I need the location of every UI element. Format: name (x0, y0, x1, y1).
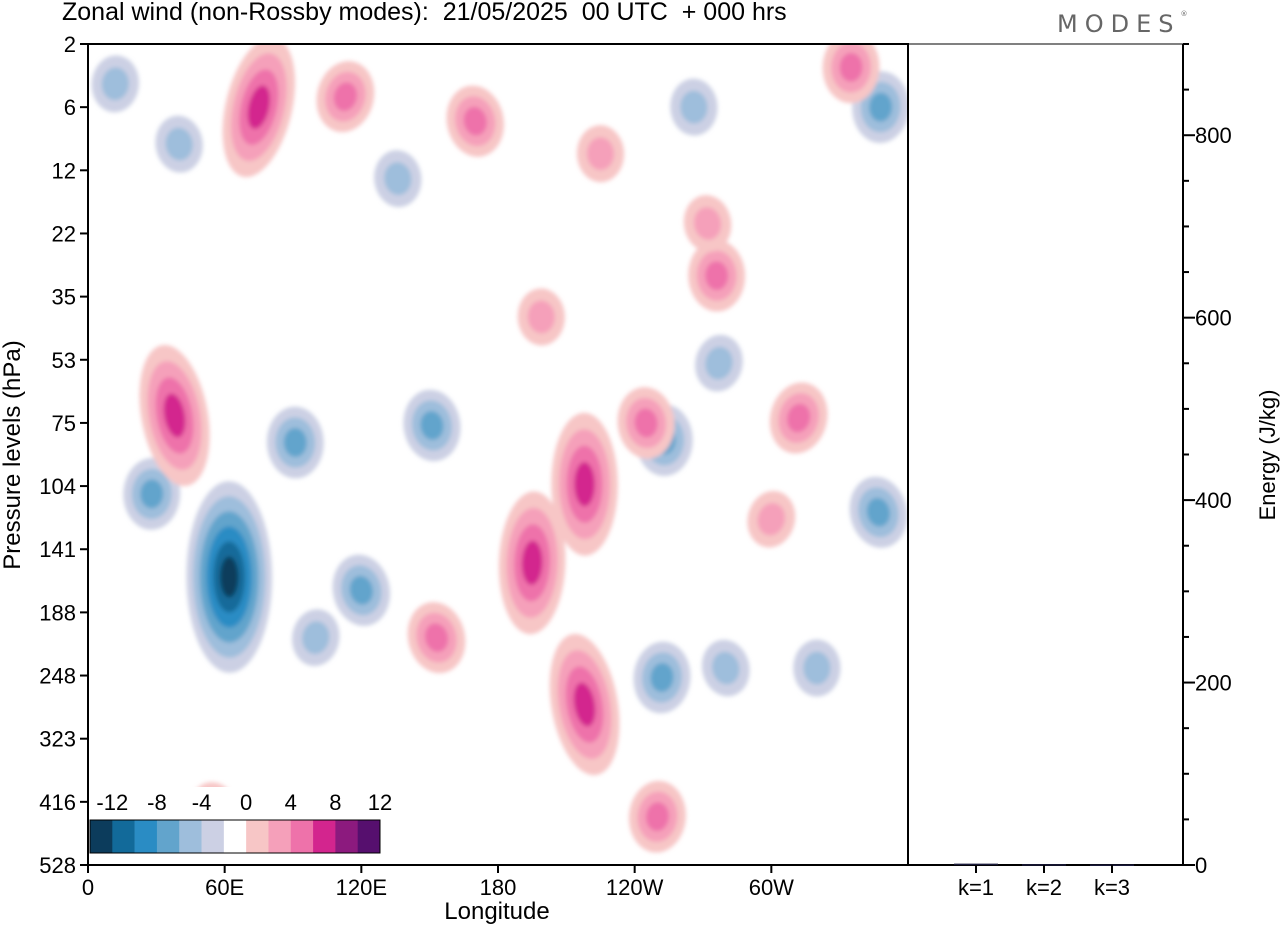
x-tick-label: 60W (749, 875, 794, 900)
positive-contour (586, 137, 615, 171)
colorbar-swatch (335, 820, 358, 853)
y-tick-label: 53 (52, 348, 76, 373)
positive-contour (521, 540, 543, 585)
y-tick-label: 323 (39, 727, 76, 752)
positive-contour (463, 106, 487, 136)
colorbar-swatch (179, 820, 202, 853)
energy-bar (1022, 864, 1066, 866)
colorbar: -12 -8 -4 0 4 8 12 (88, 787, 392, 865)
chart-title: Zonal wind (non-Rossby modes): 21/05/202… (62, 0, 787, 26)
y-tick-label: 22 (52, 221, 76, 246)
registered-mark: ® (1180, 10, 1188, 18)
energy-bar (954, 863, 998, 866)
bar-category-label: k=1 (958, 875, 994, 900)
negative-contour (283, 428, 307, 457)
plot-frame (87, 43, 909, 866)
colorbar-frame (89, 819, 381, 854)
y-tick-label: 528 (39, 853, 76, 878)
positive-contour (163, 393, 186, 438)
colorbar-label: 12 (368, 790, 392, 815)
positive-contour (787, 403, 811, 433)
negative-contour (349, 575, 373, 605)
positive-contour (839, 52, 863, 82)
energy-tick-label: 600 (1195, 306, 1232, 331)
positive-contour (634, 408, 658, 438)
negative-contour (680, 90, 708, 124)
colorbar-swatch (223, 820, 247, 853)
bar-category-label: k=2 (1026, 875, 1062, 900)
colorbar-swatch (201, 820, 225, 853)
colorbar-swatch (268, 820, 292, 853)
y-tick-label: 2 (64, 32, 76, 57)
negative-contour (101, 67, 129, 101)
energy-bars: k=1 k=2 k=3 (954, 863, 1134, 900)
x-tick-label: 120E (336, 875, 387, 900)
colorbar-swatch (112, 820, 135, 853)
modes-logo: MODES® (1057, 10, 1187, 38)
colorbar-swatch (313, 820, 336, 853)
energy-tick-label: 400 (1195, 488, 1232, 513)
negative-contour (869, 92, 893, 122)
bar-category-label: k=3 (1094, 875, 1130, 900)
negative-contour (705, 346, 733, 380)
colorbar-label: -4 (192, 790, 212, 815)
colorbar-swatch (357, 820, 381, 853)
colorbar-swatch (156, 820, 180, 853)
positive-contour (247, 85, 271, 129)
negative-contour (803, 651, 831, 685)
colorbar-label: 4 (285, 790, 297, 815)
colorbar-label: -8 (147, 790, 167, 815)
contour-field (91, 44, 908, 853)
y-tick-label: 6 (64, 95, 76, 120)
negative-contour (302, 621, 330, 654)
y-tick-label: 12 (52, 158, 76, 183)
colorbar-swatch (290, 820, 314, 853)
negative-contour (650, 663, 674, 692)
positive-contour (424, 623, 449, 652)
negative-contour (420, 411, 444, 440)
y-tick-label: 104 (39, 474, 76, 499)
positive-contour (573, 682, 596, 727)
colorbar-label: -12 (96, 790, 128, 815)
x-tick-label: 180 (480, 875, 517, 900)
logo-text: MODES (1057, 10, 1181, 38)
positive-contour (574, 462, 595, 507)
colorbar-label: 0 (240, 790, 252, 815)
energy-tick-label: 800 (1195, 123, 1232, 148)
negative-contour (384, 162, 412, 195)
positive-contour (693, 207, 722, 240)
y-tick-label: 416 (39, 790, 76, 815)
energy-tick-label: 200 (1195, 671, 1232, 696)
x-tick-label: 120W (606, 875, 664, 900)
x-axis-label: Longitude (444, 898, 550, 925)
y-tick-label: 141 (39, 537, 76, 562)
colorbar-swatch (90, 820, 113, 853)
energy-tick-label: 0 (1195, 853, 1207, 878)
x-tick-label: 60E (205, 875, 244, 900)
positive-contour (705, 261, 729, 291)
negative-contour (165, 127, 193, 161)
negative-contour (140, 479, 164, 509)
negative-contour (866, 497, 890, 527)
positive-contour (527, 300, 555, 334)
colorbar-label: 8 (329, 790, 341, 815)
colorbar-swatch (134, 820, 158, 853)
negative-contour (220, 556, 239, 598)
y-tick-label: 75 (52, 411, 76, 436)
x-tick-label: 0 (82, 875, 94, 900)
y-tick-label: 188 (39, 600, 76, 625)
positive-contour (333, 82, 358, 111)
y-tick-label: 248 (39, 664, 76, 689)
positive-contour (757, 502, 786, 536)
y-tick-label: 35 (52, 285, 76, 310)
colorbar-swatch (246, 820, 269, 853)
negative-contour (712, 651, 740, 685)
positive-contour (645, 802, 669, 832)
